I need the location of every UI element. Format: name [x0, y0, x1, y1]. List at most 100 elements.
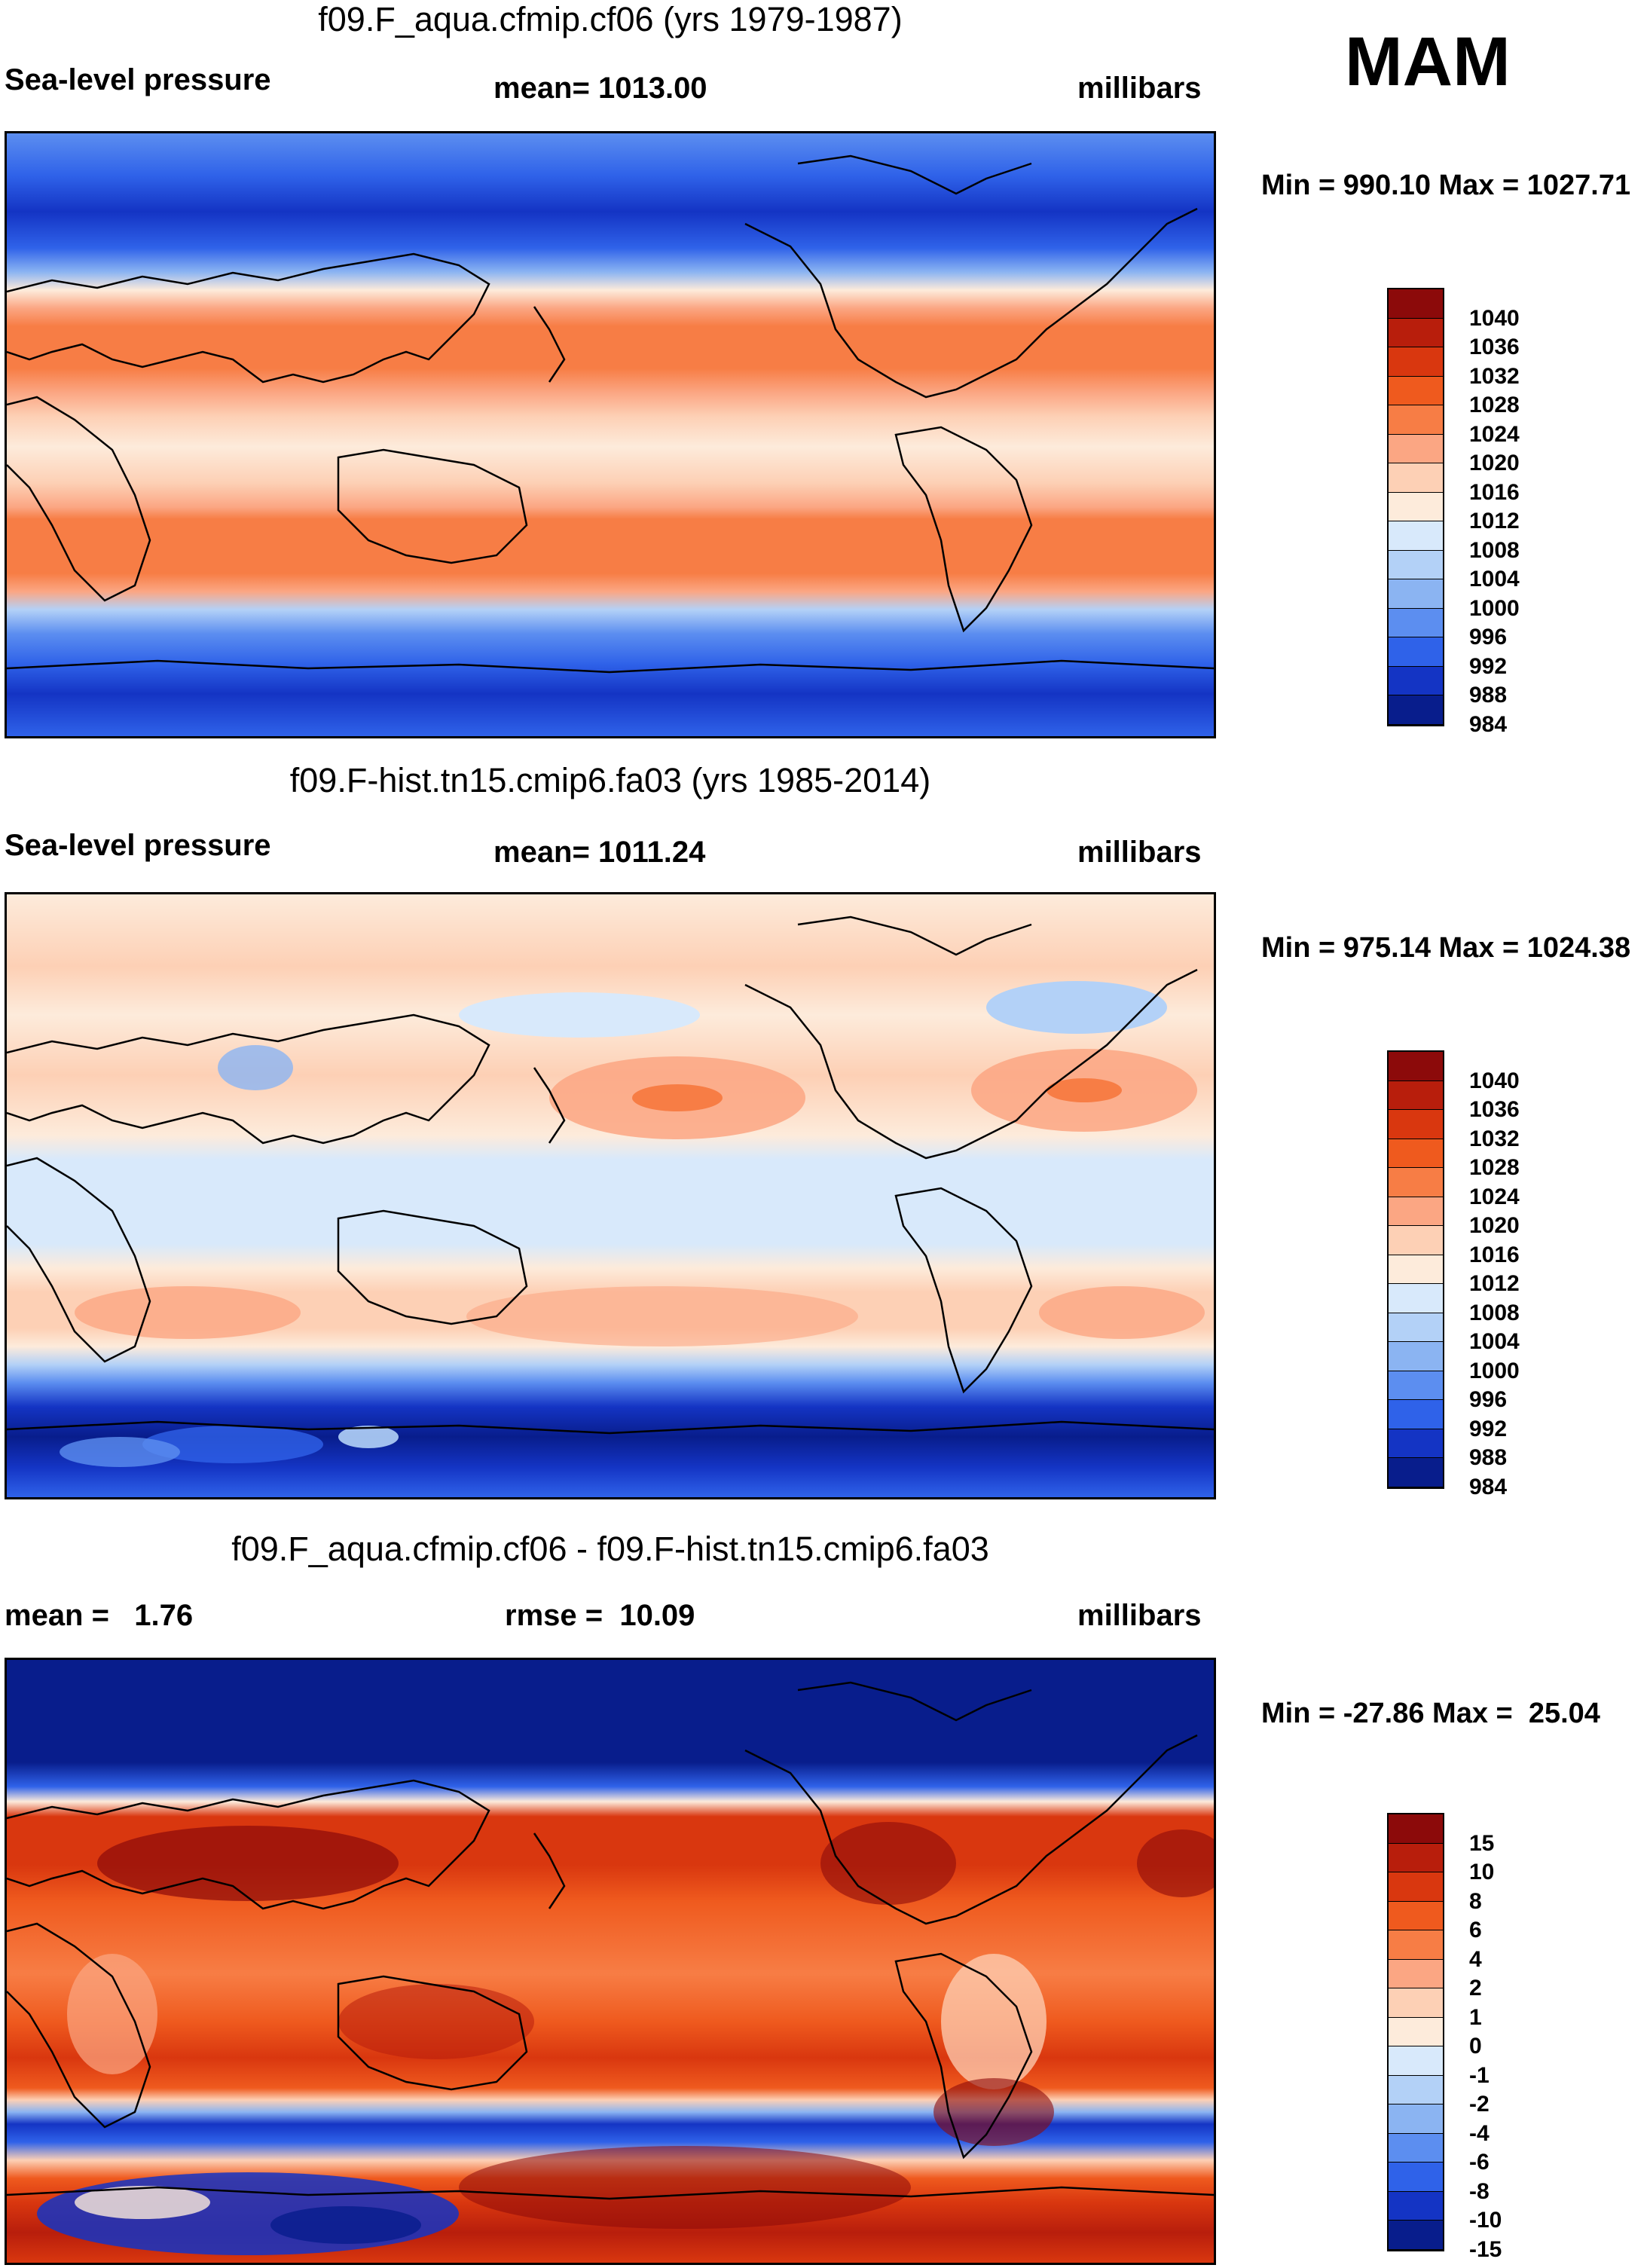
- colorbar-swatch: [1389, 2133, 1443, 2163]
- colorbar-swatch: [1389, 1429, 1443, 1459]
- panel3-mean-label: mean = 1.76: [5, 1599, 194, 1632]
- colorbar-swatch: [1389, 1081, 1443, 1111]
- colorbar-swatch: [1389, 550, 1443, 580]
- panel3-map: [5, 1658, 1216, 2265]
- panel2-colorbar: [1387, 1050, 1444, 1489]
- colorbar-tick-label: 0: [1469, 2034, 1482, 2059]
- colorbar-swatch: [1389, 1814, 1443, 1844]
- colorbar-swatch: [1389, 463, 1443, 493]
- colorbar-tick-label: 1040: [1469, 1068, 1520, 1093]
- panel3-coastlines: [7, 1681, 1214, 2200]
- colorbar-swatch: [1389, 405, 1443, 435]
- colorbar-tick-label: 1008: [1469, 537, 1520, 563]
- colorbar-tick-label: 1028: [1469, 1155, 1520, 1181]
- colorbar-tick-label: 1016: [1469, 1242, 1520, 1267]
- colorbar-tick-label: -4: [1469, 2120, 1490, 2146]
- colorbar-swatch: [1389, 2163, 1443, 2192]
- colorbar-tick-label: 1020: [1469, 1213, 1520, 1239]
- colorbar-tick-label: 992: [1469, 1416, 1508, 1441]
- colorbar-tick-label: -15: [1469, 2237, 1502, 2262]
- colorbar-tick-label: 1: [1469, 2004, 1482, 2030]
- colorbar-tick-label: 1000: [1469, 595, 1520, 621]
- colorbar-tick-label: 984: [1469, 1475, 1508, 1499]
- panel1-map-svg: [7, 133, 1214, 736]
- colorbar-swatch: [1389, 1959, 1443, 1989]
- colorbar-tick-label: 8: [1469, 1888, 1482, 1914]
- colorbar-swatch: [1389, 1843, 1443, 1873]
- colorbar-swatch: [1389, 666, 1443, 696]
- colorbar-swatch: [1389, 695, 1443, 725]
- colorbar-tick-label: 15: [1469, 1830, 1495, 1856]
- colorbar-tick-label: 1024: [1469, 1184, 1520, 1209]
- colorbar-tick-label: 988: [1469, 1445, 1508, 1471]
- panel2-map: [5, 892, 1216, 1499]
- panel2-mean-label: mean= 1011.24: [493, 836, 706, 869]
- panel1-title: f09.F_aqua.cfmip.cf06 (yrs 1979-1987): [318, 0, 903, 38]
- colorbar-tick-label: 4: [1469, 1946, 1482, 1972]
- colorbar-swatch: [1389, 1400, 1443, 1429]
- colorbar-swatch: [1389, 1872, 1443, 1902]
- panel2-units-label: millibars: [1077, 836, 1202, 869]
- colorbar-swatch: [1389, 1139, 1443, 1169]
- colorbar-swatch: [1389, 1313, 1443, 1343]
- colorbar-swatch: [1389, 2017, 1443, 2047]
- colorbar-tick-label: 2: [1469, 1976, 1482, 2001]
- colorbar-swatch: [1389, 1255, 1443, 1285]
- panel1-minmax: Min = 990.10 Max = 1027.71: [1261, 170, 1631, 201]
- colorbar-tick-label: 10: [1469, 1860, 1495, 1885]
- colorbar-tick-label: 1024: [1469, 421, 1520, 447]
- panel3-rmse-label: rmse = 10.09: [505, 1599, 695, 1632]
- colorbar-tick-label: 1036: [1469, 335, 1520, 360]
- colorbar-tick-label: -8: [1469, 2178, 1490, 2204]
- colorbar-swatch: [1389, 2075, 1443, 2105]
- colorbar-swatch: [1389, 1284, 1443, 1313]
- colorbar-swatch: [1389, 1458, 1443, 1487]
- colorbar-swatch: [1389, 1052, 1443, 1081]
- colorbar-swatch: [1389, 492, 1443, 522]
- colorbar-swatch: [1389, 1371, 1443, 1401]
- colorbar-swatch: [1389, 2221, 1443, 2250]
- colorbar-tick-label: 6: [1469, 1918, 1482, 1943]
- colorbar-swatch: [1389, 289, 1443, 319]
- colorbar-swatch: [1389, 2046, 1443, 2076]
- colorbar-tick-label: 992: [1469, 653, 1508, 679]
- colorbar-tick-label: 1020: [1469, 451, 1520, 476]
- season-label: MAM: [1345, 23, 1511, 100]
- colorbar-swatch: [1389, 1110, 1443, 1139]
- colorbar-swatch: [1389, 376, 1443, 406]
- colorbar-swatch: [1389, 637, 1443, 667]
- panel1-units-label: millibars: [1077, 72, 1202, 105]
- colorbar-swatch: [1389, 608, 1443, 638]
- panel1-map: [5, 131, 1216, 738]
- colorbar-swatch: [1389, 2104, 1443, 2134]
- colorbar-swatch: [1389, 347, 1443, 377]
- colorbar-tick-label: 988: [1469, 683, 1508, 708]
- colorbar-swatch: [1389, 1342, 1443, 1371]
- colorbar-swatch: [1389, 579, 1443, 609]
- colorbar-swatch: [1389, 1226, 1443, 1255]
- panel3-minmax: Min = -27.86 Max = 25.04: [1261, 1698, 1600, 1729]
- colorbar-tick-label: 1004: [1469, 567, 1520, 592]
- colorbar-tick-label: -6: [1469, 2150, 1490, 2175]
- colorbar-swatch: [1389, 1168, 1443, 1197]
- colorbar-swatch: [1389, 1197, 1443, 1227]
- colorbar-swatch: [1389, 521, 1443, 551]
- colorbar-swatch: [1389, 2191, 1443, 2221]
- panel1-coastlines: [7, 154, 1214, 674]
- colorbar-swatch: [1389, 434, 1443, 464]
- colorbar-swatch: [1389, 318, 1443, 348]
- colorbar-tick-label: 1032: [1469, 1126, 1520, 1151]
- panel3-title: f09.F_aqua.cfmip.cf06 - f09.F-hist.tn15.…: [231, 1530, 989, 1568]
- colorbar-tick-label: 1032: [1469, 363, 1520, 389]
- panel2-coastlines: [7, 915, 1214, 1435]
- panel2-title: f09.F-hist.tn15.cmip6.fa03 (yrs 1985-201…: [289, 761, 931, 799]
- panel3-colorbar: [1387, 1813, 1444, 2251]
- colorbar-swatch: [1389, 1901, 1443, 1931]
- panel1-mean-label: mean= 1013.00: [493, 72, 707, 105]
- colorbar-tick-label: 1028: [1469, 393, 1520, 418]
- panel3-units-label: millibars: [1077, 1599, 1202, 1632]
- colorbar-tick-label: -10: [1469, 2208, 1502, 2233]
- panel3-map-svg: [7, 1660, 1214, 2263]
- colorbar-tick-label: -1: [1469, 2062, 1490, 2088]
- colorbar-tick-label: 1016: [1469, 479, 1520, 505]
